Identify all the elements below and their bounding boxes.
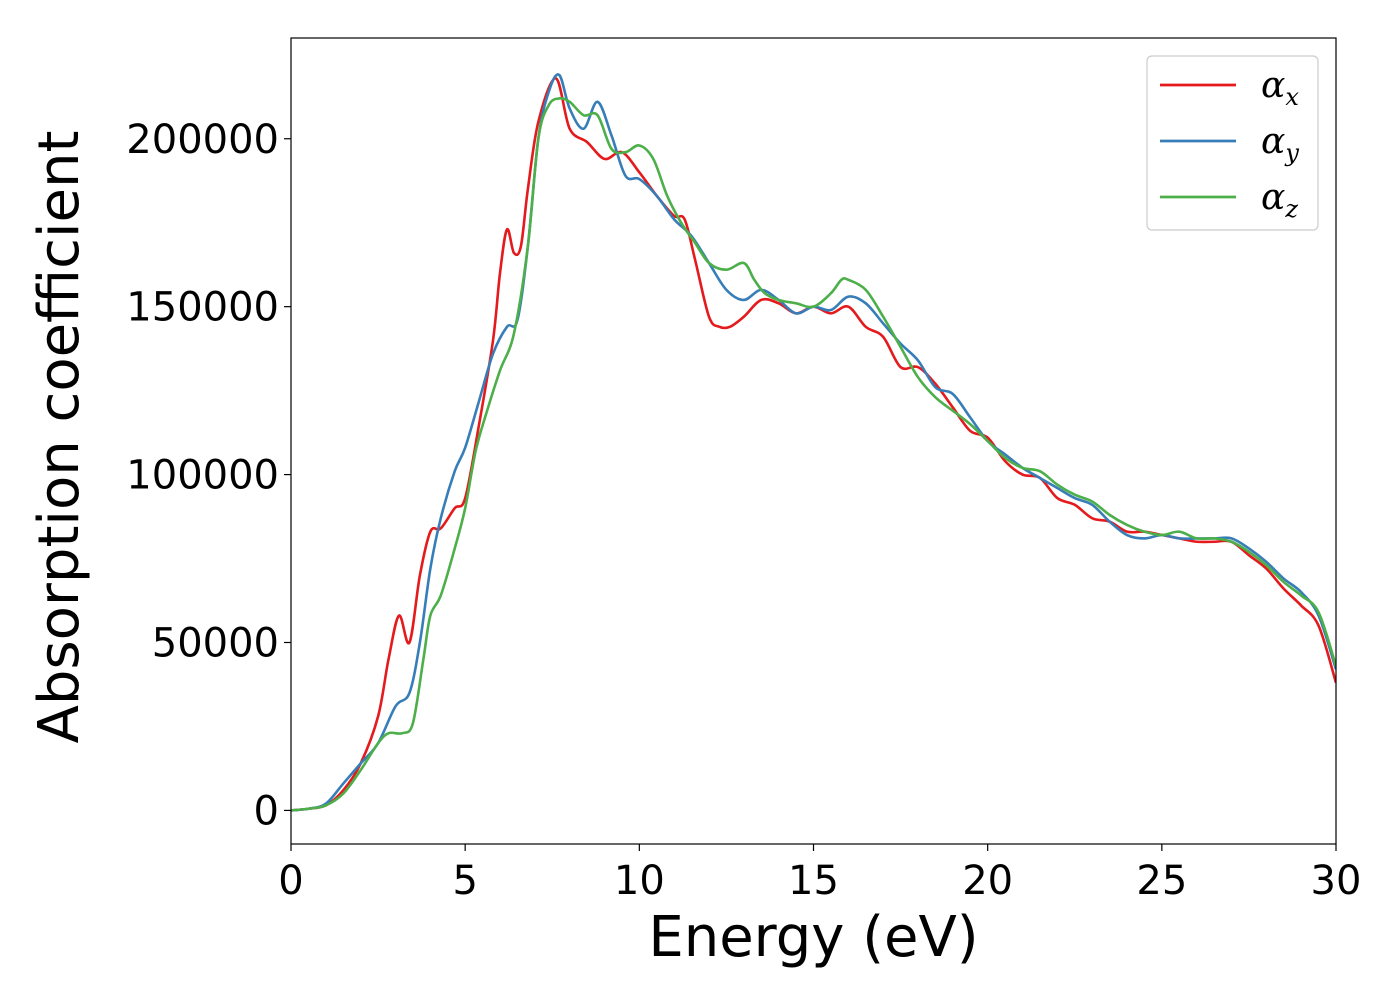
- y-tick-label: 200000: [126, 117, 279, 163]
- series-line-x: [291, 77, 1336, 812]
- y-axis: 0 50000 100000 150000 200000: [126, 117, 291, 834]
- x-tick-label: 30: [1311, 858, 1362, 904]
- x-tick-label: 5: [452, 858, 477, 904]
- x-tick-label: 25: [1136, 858, 1187, 904]
- legend-label-y: αy: [1261, 121, 1299, 167]
- x-axis: 0 5 10 15 20 25 30: [278, 844, 1361, 904]
- series-line-z: [291, 97, 1336, 812]
- series-line-y: [291, 73, 1336, 812]
- legend-box: [1146, 55, 1319, 231]
- legend-label-z: αz: [1261, 177, 1298, 223]
- x-tick-label: 10: [614, 858, 665, 904]
- y-tick-label: 150000: [126, 285, 279, 331]
- y-tick-label: 100000: [126, 453, 279, 499]
- series-layer: [291, 73, 1336, 812]
- y-tick-label: 50000: [152, 621, 279, 667]
- y-axis-title: Absorption coefficient: [27, 131, 92, 744]
- x-tick-label: 15: [788, 858, 839, 904]
- x-axis-title: Energy (eV): [648, 905, 978, 970]
- legend: αx αy αz: [1146, 55, 1319, 231]
- x-tick-label: 0: [278, 858, 303, 904]
- x-tick-label: 20: [962, 858, 1013, 904]
- legend-label-x: αx: [1261, 65, 1299, 111]
- y-tick-label: 0: [254, 788, 279, 834]
